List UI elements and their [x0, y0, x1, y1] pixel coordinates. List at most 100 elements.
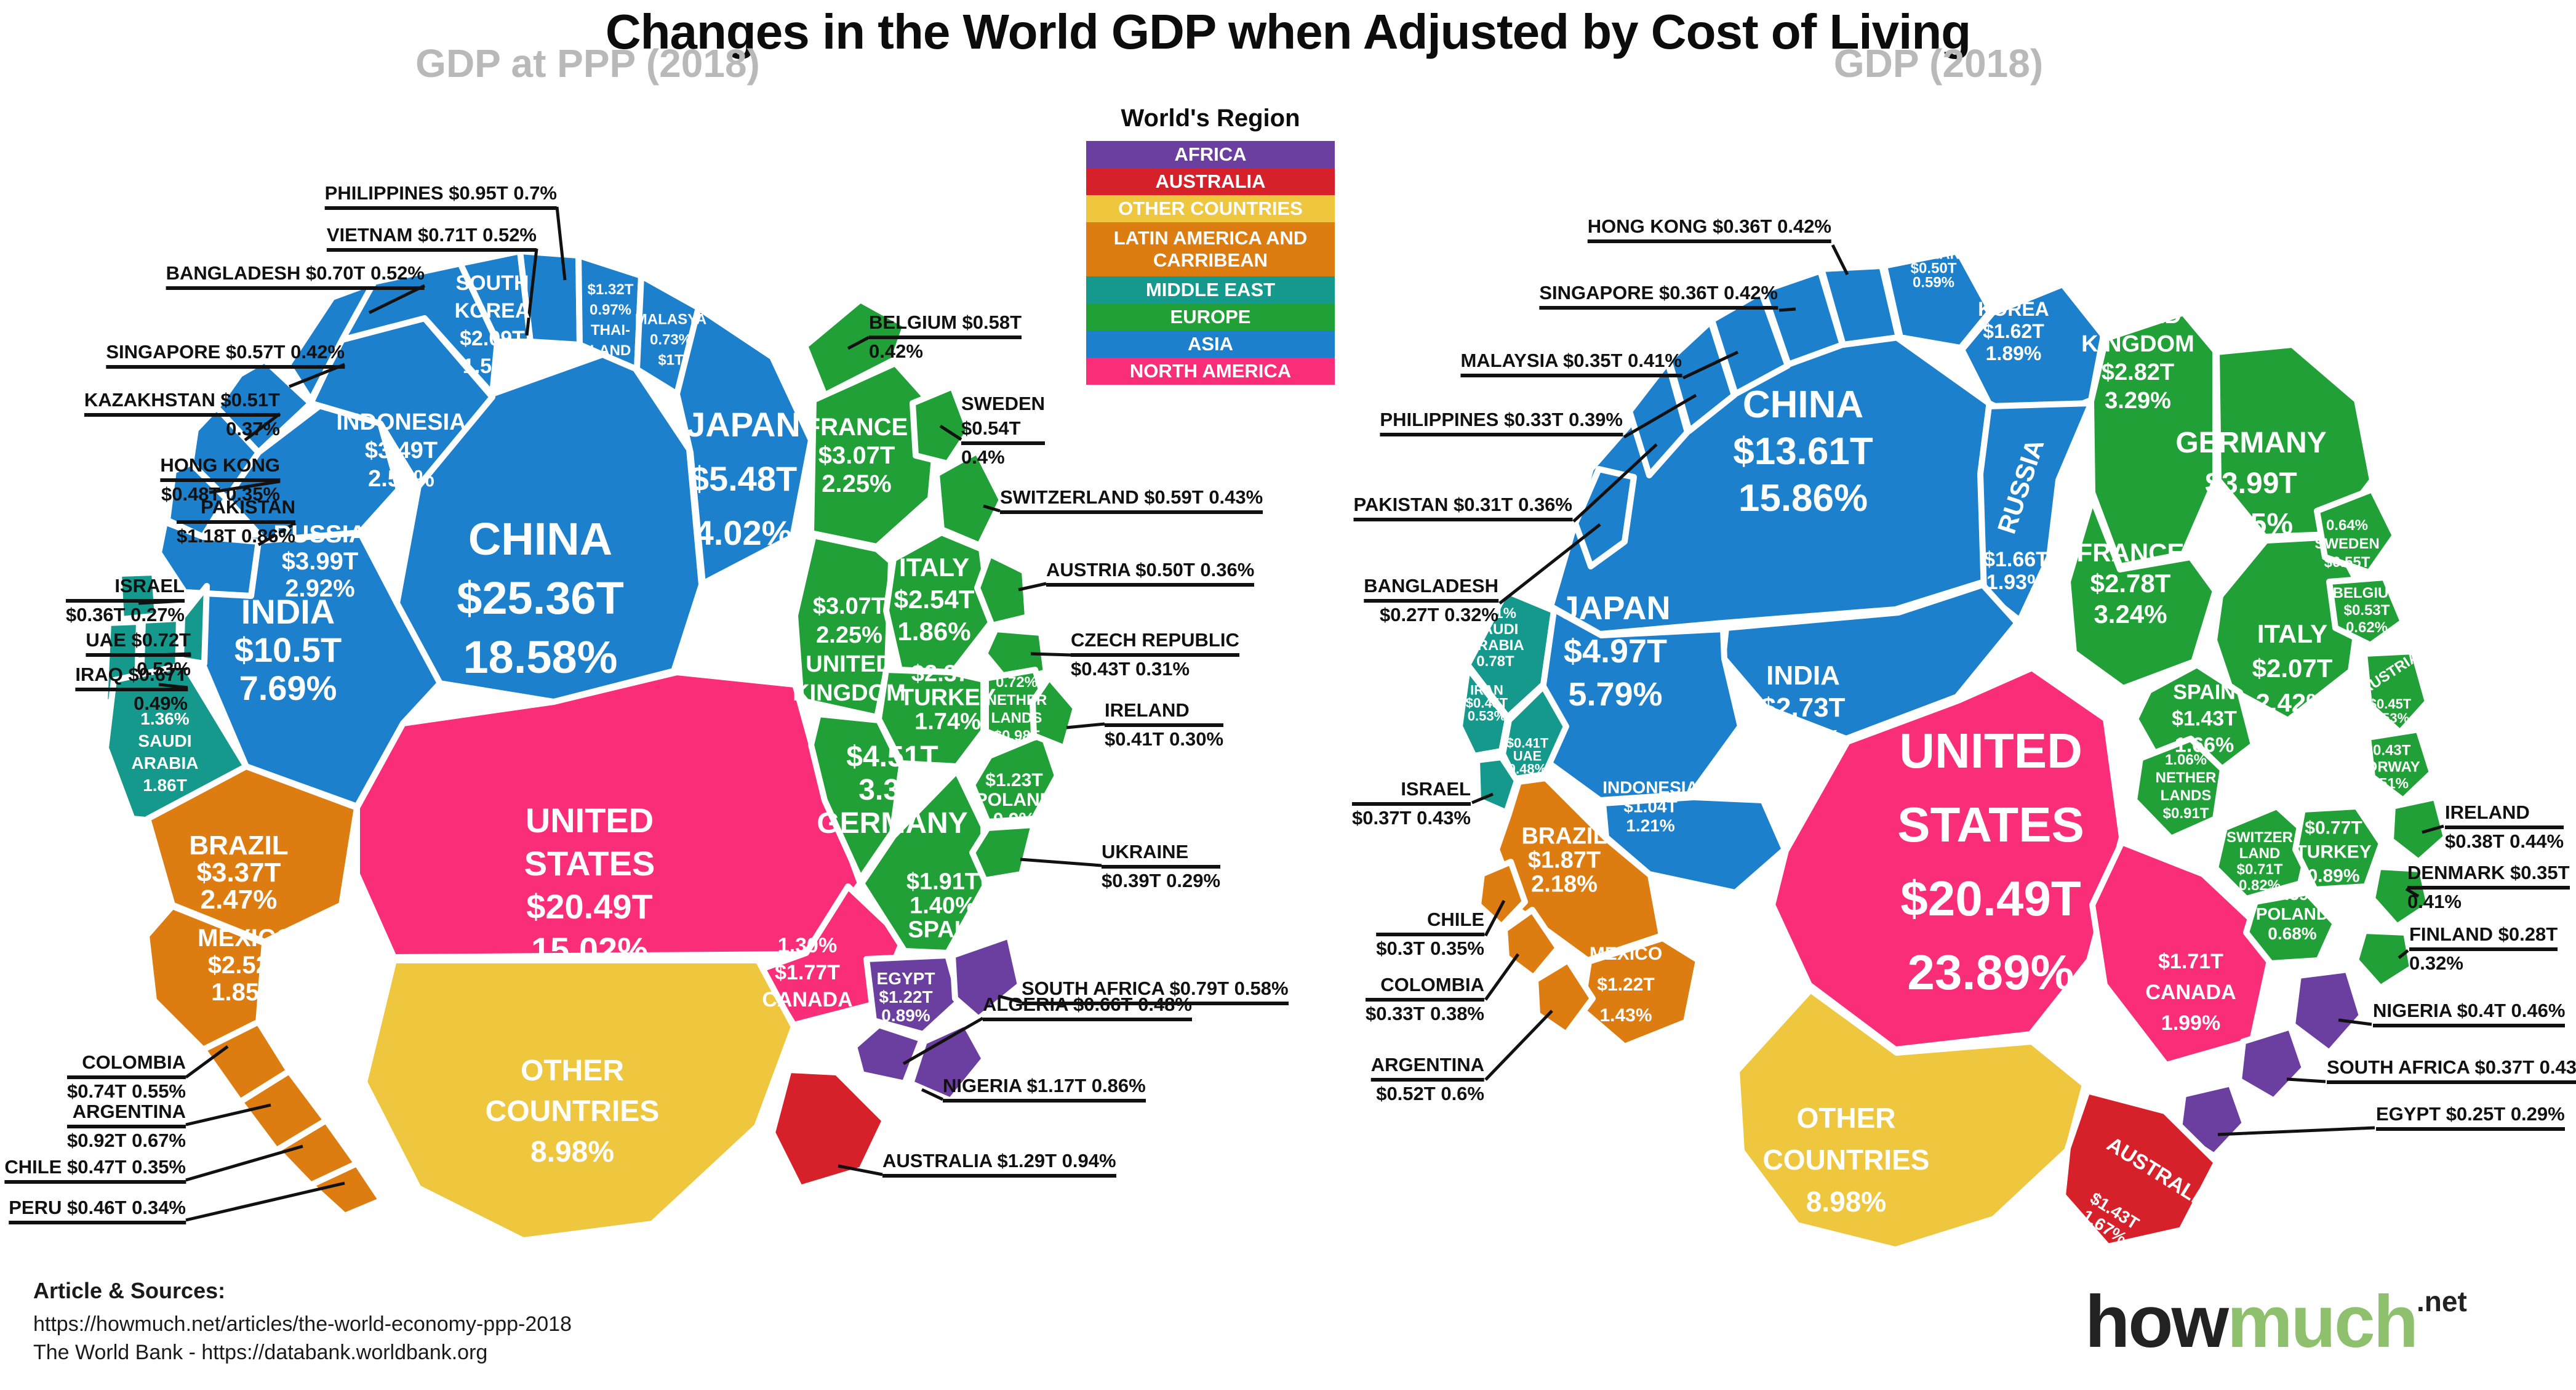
callout-line: 0.49%	[134, 693, 188, 714]
logo-part-net: .net	[2417, 1285, 2467, 1317]
cell-label-line: KINGDOM	[2081, 331, 2194, 357]
callout-colombia: COLOMBIA $0.33T 0.38%	[1365, 973, 1484, 1026]
howmuch-logo[interactable]: howmuch.net	[2085, 1279, 2467, 1364]
cell-ppp-algeria	[851, 1022, 925, 1087]
cell-label-line: $25.36T	[457, 572, 624, 624]
cell-label-united-states: UNITED STATES $20.49T 23.89%	[1897, 714, 2084, 1010]
cell-label-line: 0.72%	[995, 674, 1038, 691]
cell-label-line: 0.78T	[1476, 653, 1514, 670]
callout-bangladesh: BANGLADESH $0.27T 0.32%	[1364, 574, 1498, 627]
cell-ppp-japan	[674, 305, 814, 587]
cell-label-line: 2.25%	[822, 470, 892, 497]
legend-item-label: LATIN AMERICA AND CARRIBEAN	[1113, 227, 1308, 271]
cell-label-line: 1.66%	[2174, 733, 2234, 757]
cell-gdp-colombia	[1502, 907, 1561, 981]
source-link-worldbank[interactable]: The World Bank - https://databank.worldb…	[33, 1341, 488, 1364]
cell-label-line: $3.49T	[364, 438, 438, 464]
callout-line: UAE $0.72T	[86, 628, 191, 657]
cell-label-line: BRAZIL	[189, 830, 289, 861]
callout-egypt: EGYPT $0.25T 0.29%	[2376, 1102, 2565, 1131]
callout-pakistan: PAKISTAN $1.18T 0.86%	[176, 495, 295, 548]
cell-label-line: CANADA	[2145, 981, 2236, 1004]
cell-label-line: NORWAY	[2355, 758, 2420, 776]
cell-label-line: CANADA	[762, 988, 853, 1011]
callout-nigeria: NIGERIA $1.17T 0.86%	[943, 1074, 1146, 1103]
cell-label-line: UNITED	[806, 651, 893, 677]
cell-label-india: INDIA $2.73T 3.18%	[1761, 660, 1846, 756]
callout-australia: AUSTRALIA $1.29T 0.94%	[882, 1149, 1116, 1178]
cell-label-line: $0.55T	[2324, 554, 2370, 571]
callout-peru: PERU $0.46T 0.34%	[9, 1195, 186, 1224]
cell-label-line: 0.89%	[881, 1006, 930, 1025]
source-link-article[interactable]: https://howmuch.net/articles/the-world-e…	[33, 1312, 572, 1336]
callout-line: BELGIUM $0.58T	[869, 310, 1022, 339]
cell-label-line: BRAZIL	[1521, 823, 1607, 850]
cell-label-line: 1.30%	[777, 934, 838, 957]
cell-label-line: 2.18%	[1531, 871, 1598, 898]
callout-line: $1.18T 0.86%	[176, 525, 295, 547]
cell-ppp-bangladesh	[285, 279, 377, 403]
cell-label-norway: $0.43T NORWAY 0.51%	[2355, 742, 2420, 792]
cell-label-line: 23.89%	[1907, 945, 2074, 1000]
cell-label-line: $2.78T	[2090, 569, 2171, 598]
callout-line: AUSTRALIA $1.29T 0.94%	[882, 1149, 1116, 1178]
callout-austria: AUSTRIA $0.50T 0.36%	[1046, 558, 1255, 587]
cell-label-line: 1.89%	[1985, 342, 2042, 364]
callout-line: FINLAND $0.28T	[2409, 922, 2558, 951]
callout-line: PERU $0.46T 0.34%	[9, 1195, 186, 1224]
callout-south-africa: SOUTH AFRICA $0.37T 0.43%	[2327, 1055, 2576, 1084]
cell-label-line: $4.51T	[846, 741, 938, 773]
cell-ppp-peru	[308, 1160, 385, 1219]
legend-item-label: EUROPE	[1170, 306, 1251, 327]
cell-label-line: 1.40%	[910, 893, 976, 919]
cell-label-line: COUNTRIES	[1762, 1144, 1930, 1176]
callout-finland: FINLAND $0.28T 0.32%	[2409, 922, 2558, 976]
cell-label-line: LAND	[590, 342, 631, 359]
treemap-nominal	[1457, 244, 2449, 1253]
legend-item-label: OTHER COUNTRIES	[1118, 198, 1303, 219]
cell-label-line: LAND	[2239, 845, 2281, 862]
callout-ireland: IRELAND $0.41T 0.30%	[1105, 698, 1224, 752]
cell-gdp-russia	[1977, 400, 2094, 624]
cell-label-line: $4.97T	[1563, 633, 1668, 670]
callout-line: MALAYSIA $0.35T 0.41%	[1460, 348, 1682, 377]
callout-line: $0.39T 0.29%	[1102, 870, 1221, 891]
cell-label-line: BELGIUM	[2332, 585, 2401, 601]
cell-label-sweden: 0.64% SWEDEN $0.55T	[2314, 516, 2379, 572]
cell-label-line: 0.53%	[2370, 710, 2410, 726]
cell-gdp-switzerland	[2212, 803, 2314, 902]
cell-label-line: INDONESIA	[1602, 777, 1698, 797]
callout-line: SWITZERLAND $0.59T 0.43%	[1000, 485, 1263, 514]
cell-label-line: 0.59%	[1912, 274, 1955, 291]
callout-chile: CHILE $0.47T 0.35%	[4, 1155, 186, 1184]
cell-label-line: 0.53%	[1467, 708, 1506, 724]
cell-label-line: LANDS	[2160, 787, 2212, 804]
callout-line: CHILE	[1376, 907, 1484, 936]
cell-label-line: UNITED	[1899, 723, 2082, 778]
callout-line: 0.4%	[961, 446, 1005, 468]
cell-label-turkey: $2.37T TURKEY 1.74%	[900, 662, 996, 734]
page-title: Changes in the World GDP when Adjusted b…	[605, 4, 1971, 59]
cell-gdp-denmark	[2369, 864, 2433, 930]
cell-label-line: 15.86%	[1738, 477, 1868, 520]
callout-line: PHILIPPINES $0.33T 0.39%	[1380, 408, 1623, 436]
cell-gdp-norway	[2365, 726, 2435, 803]
callout-line: COLOMBIA	[66, 1050, 186, 1079]
cell-label-line: FRANCE	[2076, 538, 2185, 567]
callout-line: SWEDEN	[961, 393, 1046, 414]
callout-line: COLOMBIA	[1365, 973, 1484, 1002]
cell-label-line: SPAIN	[2173, 680, 2236, 704]
cell-gdp-india	[1720, 582, 2020, 742]
cell-label-line: 0.89%	[2307, 866, 2360, 886]
cell-label-thailand: THAILAND $0.50T 0.59%	[1896, 247, 1972, 290]
callout-argentina: ARGENTINA $0.52T 0.6%	[1370, 1053, 1484, 1106]
legend-item-label: AUSTRALIA	[1155, 171, 1266, 192]
cell-label-line: SOUTH	[455, 271, 529, 295]
callout-line: SOUTH AFRICA $0.37T 0.43%	[2327, 1055, 2576, 1084]
cell-label-china: CHINA $25.36T 18.58%	[457, 510, 624, 687]
callout-line: KAZAKHSTAN $0.51T	[84, 388, 280, 417]
cell-label-line: SWITZER	[2226, 829, 2293, 846]
cell-label-belgium: BELGIUM $0.53T 0.62%	[2333, 585, 2401, 637]
cell-ppp-iran	[178, 583, 210, 667]
callout-line: SINGAPORE $0.36T 0.42%	[1539, 281, 1778, 310]
